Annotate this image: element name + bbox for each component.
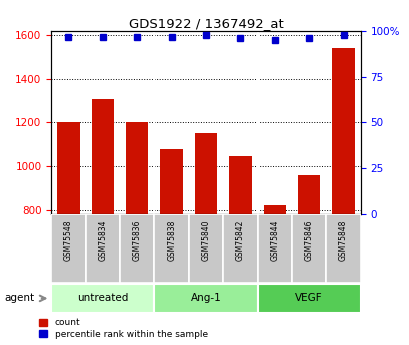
Text: GSM75842: GSM75842 (235, 219, 244, 261)
Bar (85, 214, 120, 283)
Bar (326, 214, 360, 283)
Text: GSM75844: GSM75844 (270, 219, 279, 261)
Text: Ang-1: Ang-1 (190, 294, 221, 303)
Bar (51, 284, 154, 313)
Bar (222, 214, 257, 283)
Bar (189, 214, 222, 283)
Bar (291, 214, 326, 283)
Bar (257, 284, 360, 313)
Bar (57, 122, 79, 214)
Bar (92, 99, 114, 214)
Bar (257, 214, 291, 283)
Bar (332, 48, 354, 214)
Bar (126, 122, 148, 214)
Text: GSM75834: GSM75834 (98, 219, 107, 261)
Bar (160, 149, 182, 214)
Bar (194, 134, 217, 214)
Text: GSM75548: GSM75548 (64, 219, 73, 261)
Title: GDS1922 / 1367492_at: GDS1922 / 1367492_at (128, 17, 283, 30)
Text: VEGF: VEGF (294, 294, 322, 303)
Text: GSM75848: GSM75848 (338, 219, 347, 261)
Bar (229, 156, 251, 214)
Bar (154, 214, 189, 283)
Bar (297, 175, 319, 214)
Text: GSM75840: GSM75840 (201, 219, 210, 261)
Text: GSM75838: GSM75838 (167, 219, 176, 261)
Text: GSM75846: GSM75846 (304, 219, 313, 261)
Bar (263, 205, 285, 214)
Bar (154, 284, 257, 313)
Text: GSM75836: GSM75836 (133, 219, 142, 261)
Legend: count, percentile rank within the sample: count, percentile rank within the sample (39, 318, 207, 339)
Bar (51, 214, 85, 283)
Text: untreated: untreated (77, 294, 128, 303)
Text: agent: agent (4, 294, 34, 303)
Bar (120, 214, 154, 283)
